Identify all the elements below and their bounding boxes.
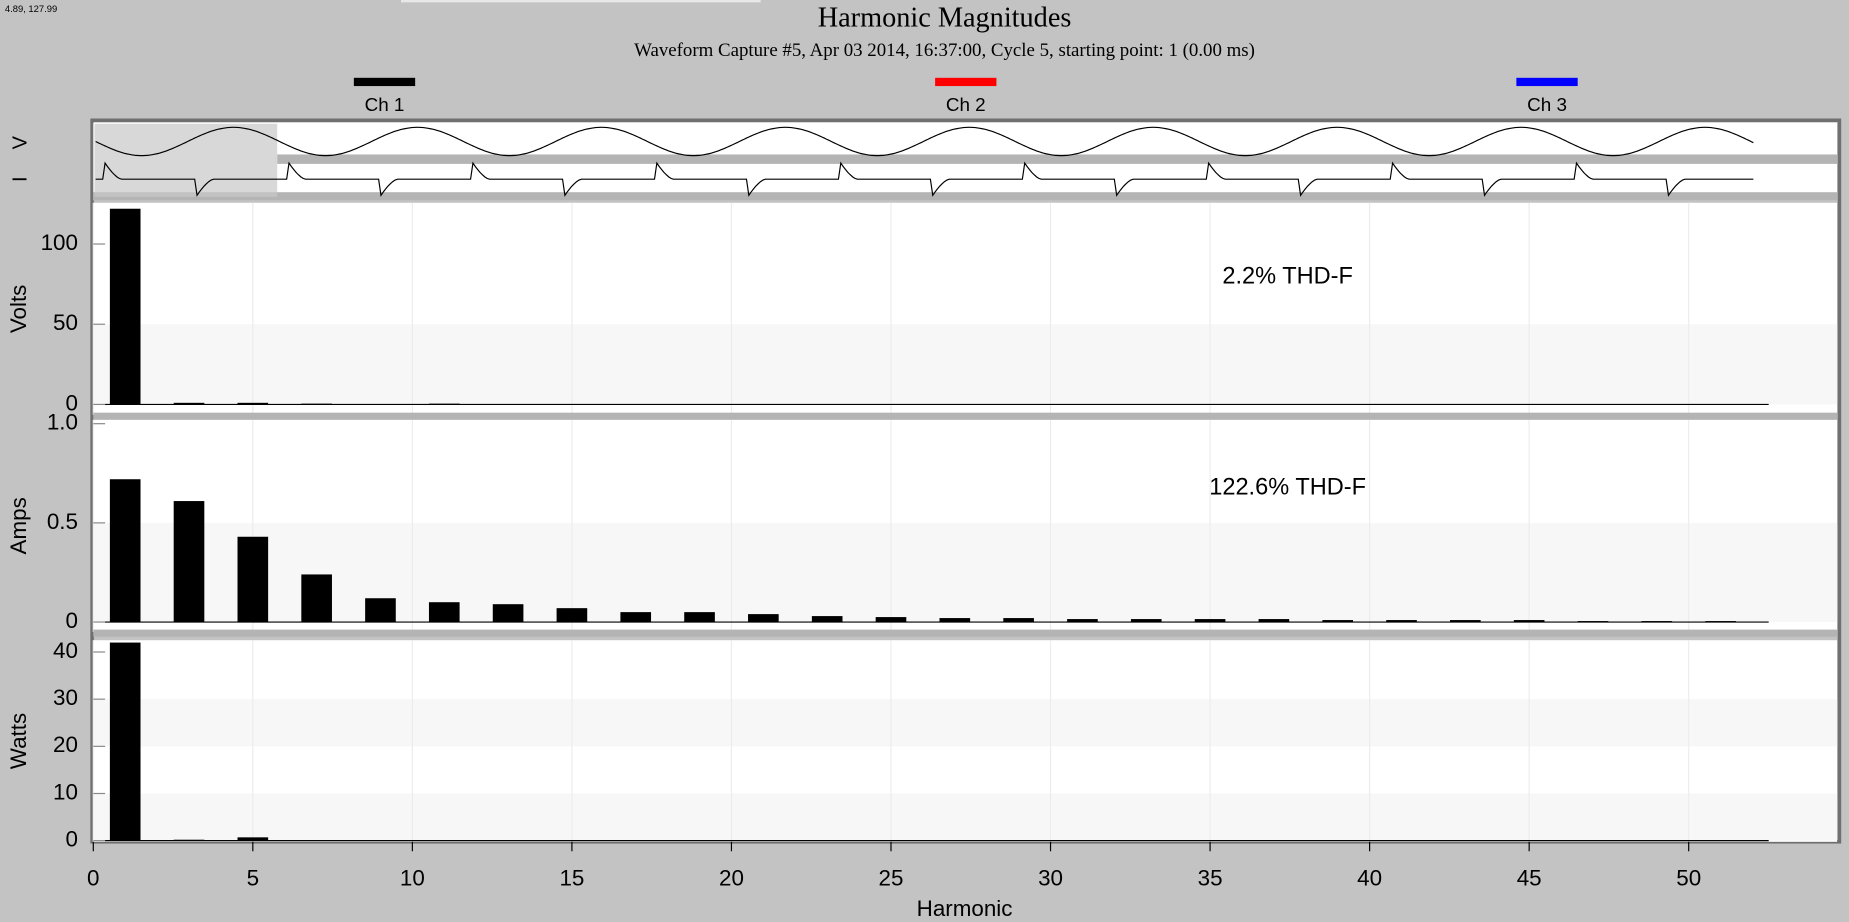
window-edge	[401, 0, 761, 3]
current-waveform	[95, 161, 1754, 197]
x-tick-label: 50	[1676, 865, 1701, 890]
bar	[1322, 620, 1354, 623]
y-axis-label: Watts	[6, 713, 31, 769]
bar	[1067, 619, 1098, 623]
legend-swatch	[1516, 77, 1578, 87]
y-tick-label: 1.0	[47, 410, 78, 435]
legend-swatch	[353, 77, 416, 87]
bar	[875, 617, 907, 623]
y-tick-label: 40	[53, 638, 78, 663]
bar	[1003, 618, 1034, 623]
bar	[109, 479, 141, 623]
x-tick-label: 0	[87, 865, 99, 890]
bar	[109, 642, 141, 841]
bar	[1386, 620, 1417, 623]
y-tick-label: 50	[53, 310, 78, 335]
waveform-label: V	[10, 135, 32, 149]
panel-separator	[93, 412, 1838, 420]
panel-separator	[93, 629, 1838, 637]
x-tick-label: 5	[247, 865, 259, 890]
chart-title: Harmonic Magnitudes	[818, 3, 1072, 34]
bar	[620, 612, 652, 623]
bar	[301, 574, 332, 623]
bar	[684, 612, 715, 623]
thd-annotation: 2.2% THD-F	[1222, 262, 1353, 288]
bar	[939, 618, 971, 623]
y-axis-label: Volts	[6, 285, 31, 334]
bar	[811, 616, 843, 623]
x-tick-label: 20	[719, 865, 744, 890]
bar	[109, 208, 141, 405]
bar	[1705, 621, 1736, 623]
bar	[237, 837, 269, 841]
legend-label: Ch 1	[365, 94, 405, 115]
x-tick-label: 10	[400, 865, 425, 890]
chart-subtitle: Waveform Capture #5, Apr 03 2014, 16:37:…	[634, 40, 1255, 61]
bar	[1513, 620, 1545, 623]
x-tick-label: 30	[1038, 865, 1063, 890]
voltage-waveform	[95, 126, 1754, 157]
bar	[1577, 621, 1609, 623]
bar	[173, 402, 205, 405]
bar	[748, 614, 779, 623]
x-tick-label: 15	[559, 865, 584, 890]
bar	[1450, 620, 1481, 623]
grid-band	[93, 699, 1838, 747]
cycle-highlight	[94, 123, 278, 197]
bar	[301, 403, 332, 405]
y-tick-label: 0	[66, 608, 78, 633]
y-tick-label: 0	[66, 390, 78, 415]
legend-label: Ch 3	[1527, 94, 1567, 115]
cursor-readout: 4.89, 127.99	[5, 3, 57, 14]
y-tick-label: 10	[53, 779, 78, 804]
y-tick-label: 100	[41, 230, 78, 255]
bar	[1258, 619, 1290, 623]
x-tick-label: 25	[879, 865, 904, 890]
x-tick-label: 45	[1517, 865, 1542, 890]
y-axis-label: Amps	[6, 497, 31, 554]
grid-band	[93, 522, 1838, 623]
bar	[492, 604, 524, 623]
x-tick-label: 35	[1198, 865, 1223, 890]
waveform-label: I	[10, 176, 32, 182]
legend-swatch	[935, 77, 997, 87]
y-tick-label: 20	[53, 732, 78, 757]
bar	[1194, 619, 1226, 623]
bar	[173, 839, 205, 841]
waveform-separator	[93, 192, 1838, 201]
grid-band	[93, 793, 1838, 841]
bar	[237, 402, 269, 405]
y-tick-label: 0.5	[47, 509, 78, 534]
y-tick-label: 30	[53, 685, 78, 710]
bar	[365, 598, 396, 623]
grid-band	[93, 324, 1838, 405]
bar	[556, 608, 588, 623]
bar	[1130, 619, 1162, 623]
bar	[173, 501, 205, 623]
x-tick-label: 40	[1357, 865, 1382, 890]
bar	[1641, 621, 1673, 623]
y-tick-label: 0	[66, 827, 78, 852]
bar	[237, 536, 269, 623]
bar	[428, 403, 460, 405]
thd-annotation: 122.6% THD-F	[1209, 473, 1366, 499]
waveform-separator	[277, 154, 1838, 164]
legend-label: Ch 2	[946, 94, 986, 115]
bar	[428, 602, 460, 623]
x-axis-label: Harmonic	[917, 896, 1013, 921]
